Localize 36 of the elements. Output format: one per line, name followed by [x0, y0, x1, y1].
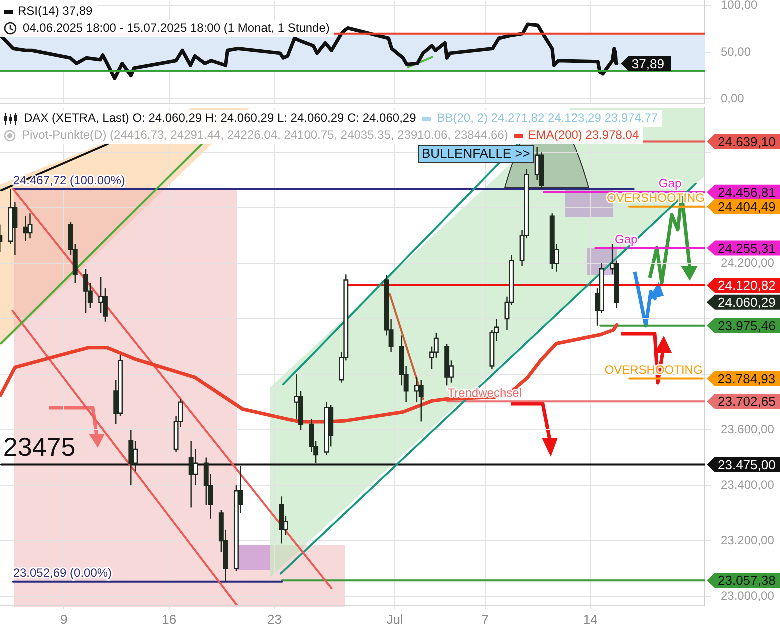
text: 04.06.2025 18:00 - 15.07.2025 18:00 (1 Monat, 1 Stunde) [23, 20, 330, 37]
legend-label: EMA(200) 23.978,04 [528, 127, 640, 144]
data-label: 23.702,65 [718, 394, 776, 410]
data-label: 24.456,81 [718, 184, 776, 200]
annotation: BB(20, 2) 24.271,82 24.123,29 23.974,77 [437, 110, 658, 127]
y-tick-label: 24.200,00 [721, 256, 775, 270]
y-tick-label: 23.000,00 [721, 588, 775, 603]
legend-label: RSI(14) 37,89 [18, 3, 93, 20]
data-label: 23.975,46 [718, 318, 776, 334]
x-tick-label: 9 [60, 612, 68, 625]
data-label: 24.639,10 [718, 134, 776, 150]
x-tick-label: 23 [267, 612, 282, 625]
x-tick-label: 7 [482, 612, 489, 625]
text: 24.060,29 [718, 294, 776, 310]
x-tick-label: Jul [386, 612, 404, 625]
data-label: 24.404,49 [718, 199, 776, 214]
y-tick-label: 23.200,00 [721, 533, 775, 548]
data-label: 23.057,38 [718, 573, 776, 588]
data-label: 23.475,00 [718, 457, 776, 472]
data-label: 37,89 [632, 56, 664, 72]
x-tick-label: 14 [583, 612, 598, 625]
y-tick-label: 23.400,00 [721, 478, 775, 492]
annotation: BULLENFALLE >> [418, 145, 534, 163]
data-label: 24.255,31 [718, 240, 776, 256]
annotation: 23.052,69 (0.00%) [13, 566, 112, 580]
x-tick-label: 16 [162, 612, 177, 625]
y-tick-label: 50,00 [721, 44, 752, 59]
annotation: Gap [658, 176, 682, 191]
y-tick-label: 100,00 [721, 0, 758, 12]
data-label: 24.120,82 [718, 278, 776, 294]
data-label: 23475 [3, 432, 76, 462]
chart-title: DAX (XETRA, Last) O: 24.060,29 H: 24.060,29 L: 24.060,29 C: 24.060,29 [24, 110, 416, 127]
annotation: Pivot-Punkte(D) (24416.73, 24291.44, 24226.04, 24100.75, 24035.35, 23910.06, 23844.66) [22, 127, 508, 144]
y-tick-label: 0,00 [721, 91, 745, 106]
data-label: 23.784,93 [718, 371, 776, 386]
y-tick-label: 23.600,00 [721, 422, 775, 436]
